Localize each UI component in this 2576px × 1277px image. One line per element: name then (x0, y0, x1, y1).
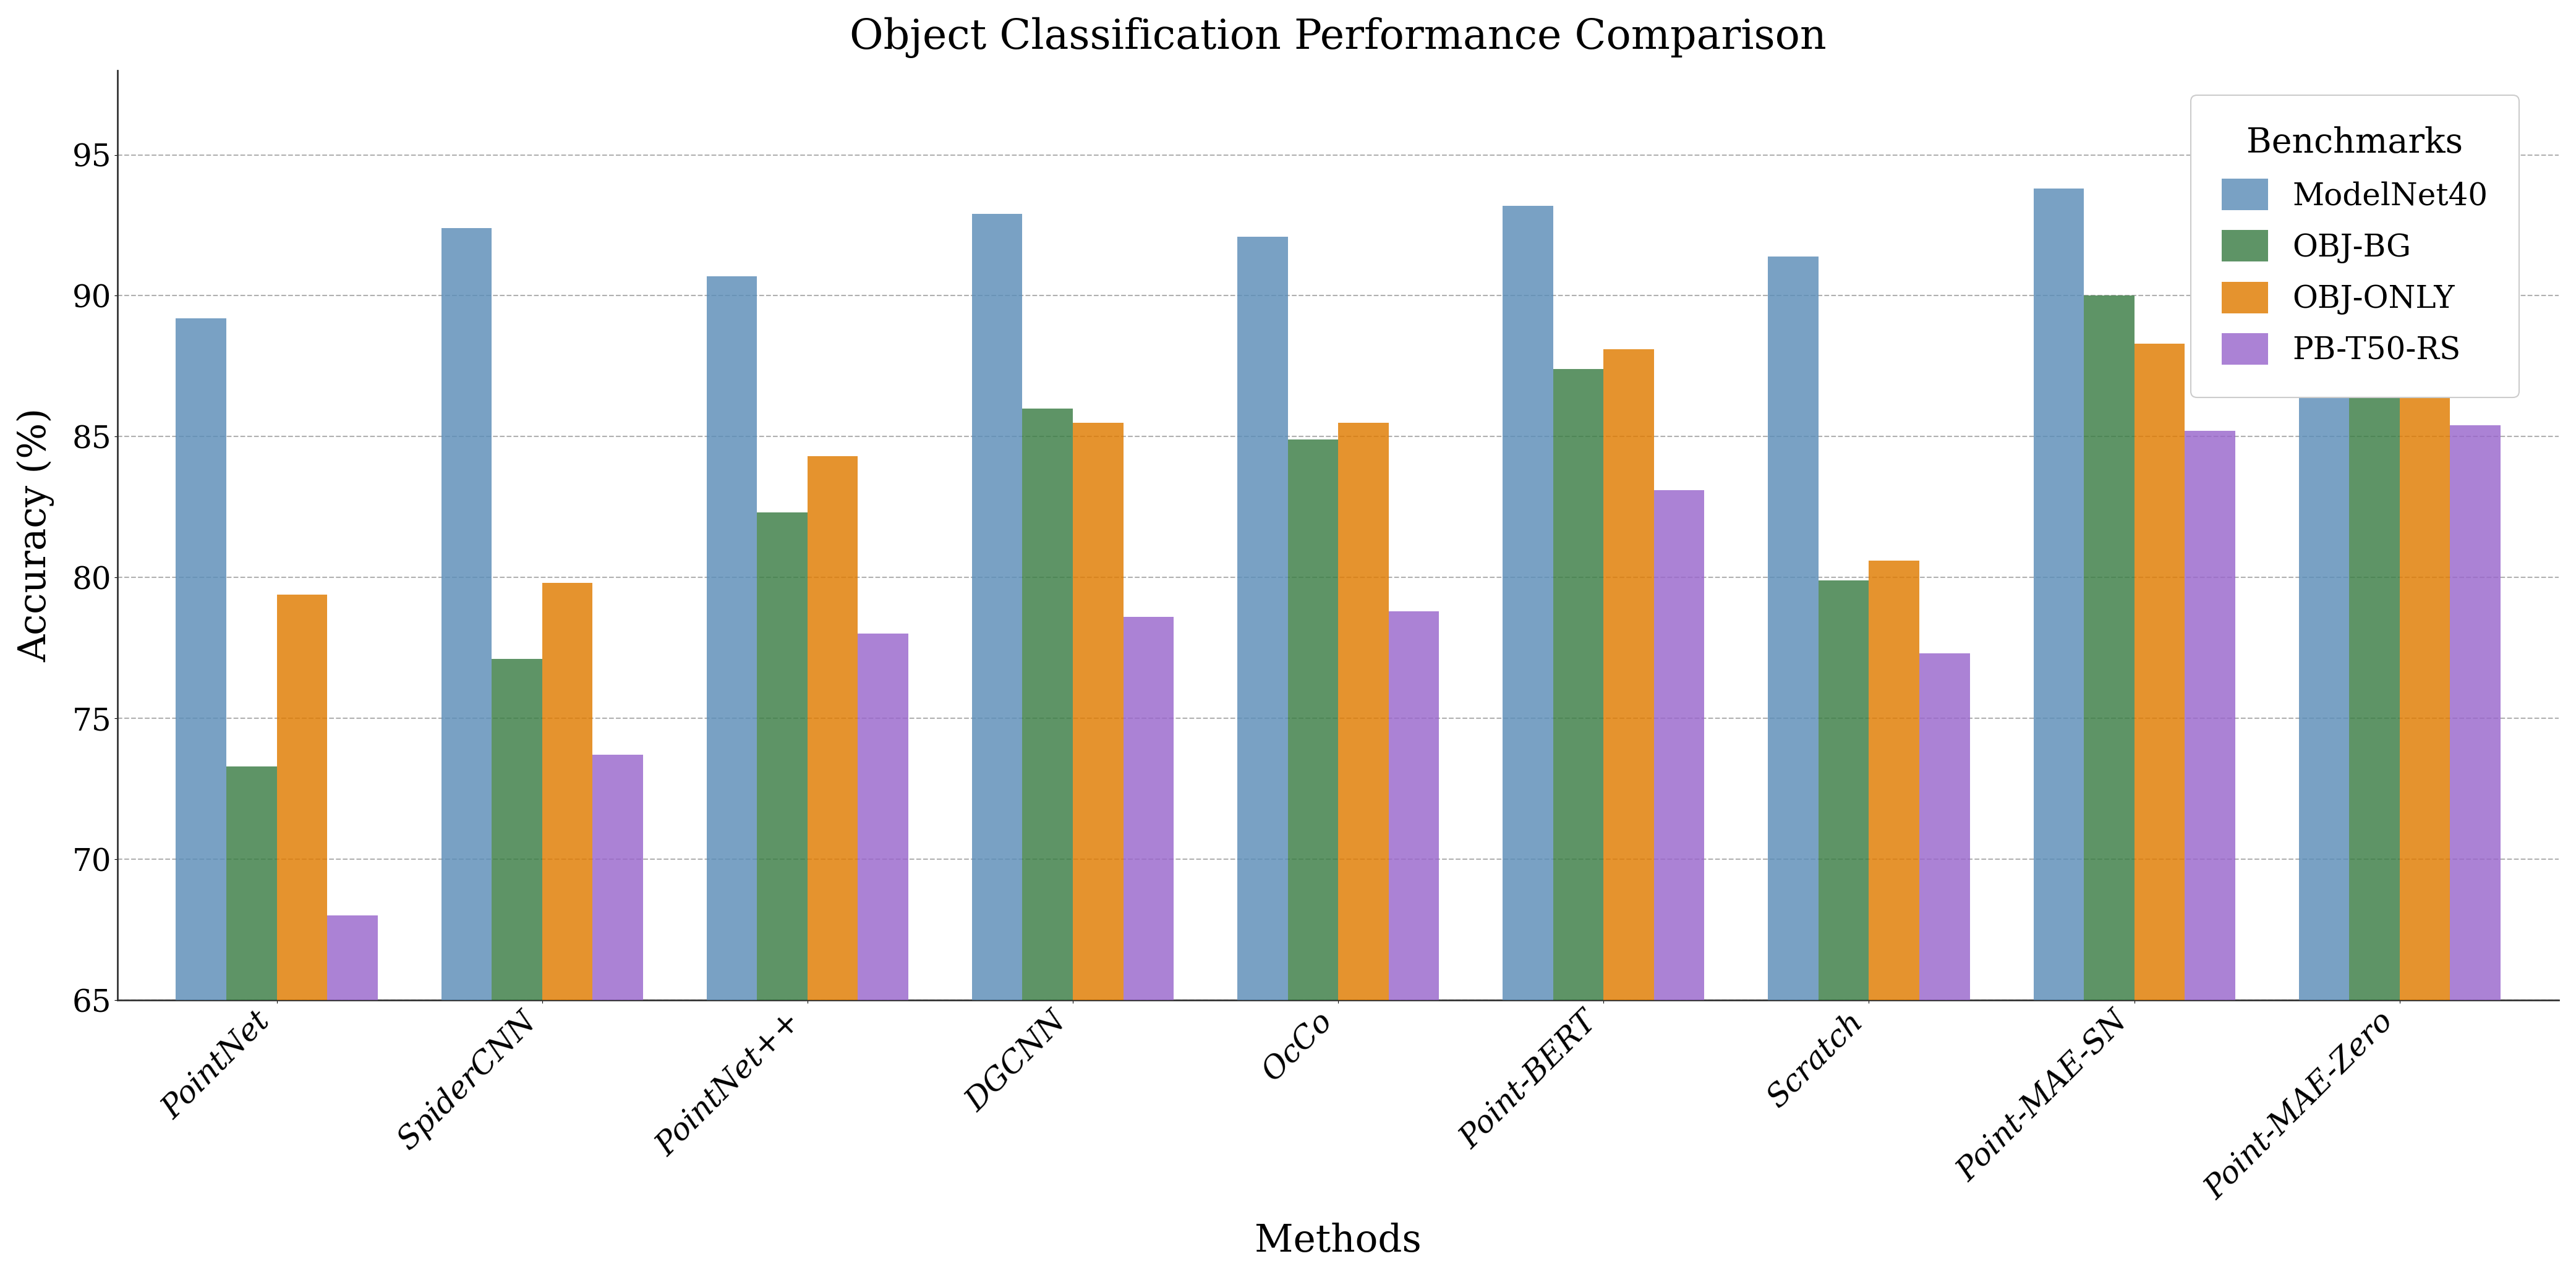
Bar (327, 916, 379, 1000)
Bar (1072, 423, 1123, 1000)
Bar (276, 594, 327, 1000)
Legend: ModelNet40, OBJ-BG, OBJ-ONLY, PB-T50-RS: ModelNet40, OBJ-BG, OBJ-ONLY, PB-T50-RS (2190, 94, 2519, 397)
Bar (1654, 490, 1705, 1000)
Bar (1553, 369, 1602, 1000)
Bar (757, 512, 806, 1000)
Bar (1236, 236, 1288, 1000)
Bar (1819, 580, 1868, 1000)
Bar (2450, 425, 2501, 1000)
Bar (1288, 439, 1337, 1000)
Bar (1868, 561, 1919, 1000)
X-axis label: Methods: Methods (1255, 1223, 1422, 1260)
Bar (971, 215, 1023, 1000)
Bar (1767, 257, 1819, 1000)
Bar (227, 766, 276, 1000)
Bar (2349, 285, 2401, 1000)
Bar (2136, 344, 2184, 1000)
Y-axis label: Accuracy (%): Accuracy (%) (18, 409, 54, 663)
Bar (440, 229, 492, 1000)
Bar (592, 755, 644, 1000)
Bar (1919, 654, 1971, 1000)
Bar (2401, 335, 2450, 1000)
Bar (1023, 409, 1072, 1000)
Bar (2184, 430, 2236, 1000)
Bar (1502, 206, 1553, 1000)
Bar (1123, 617, 1175, 1000)
Bar (492, 659, 541, 1000)
Title: Object Classification Performance Comparison: Object Classification Performance Compar… (850, 17, 1826, 59)
Bar (1337, 423, 1388, 1000)
Bar (2084, 296, 2136, 1000)
Bar (1602, 349, 1654, 1000)
Bar (1388, 612, 1440, 1000)
Bar (2032, 189, 2084, 1000)
Bar (2298, 211, 2349, 1000)
Bar (541, 584, 592, 1000)
Bar (175, 318, 227, 1000)
Bar (806, 456, 858, 1000)
Bar (858, 633, 909, 1000)
Bar (706, 276, 757, 1000)
